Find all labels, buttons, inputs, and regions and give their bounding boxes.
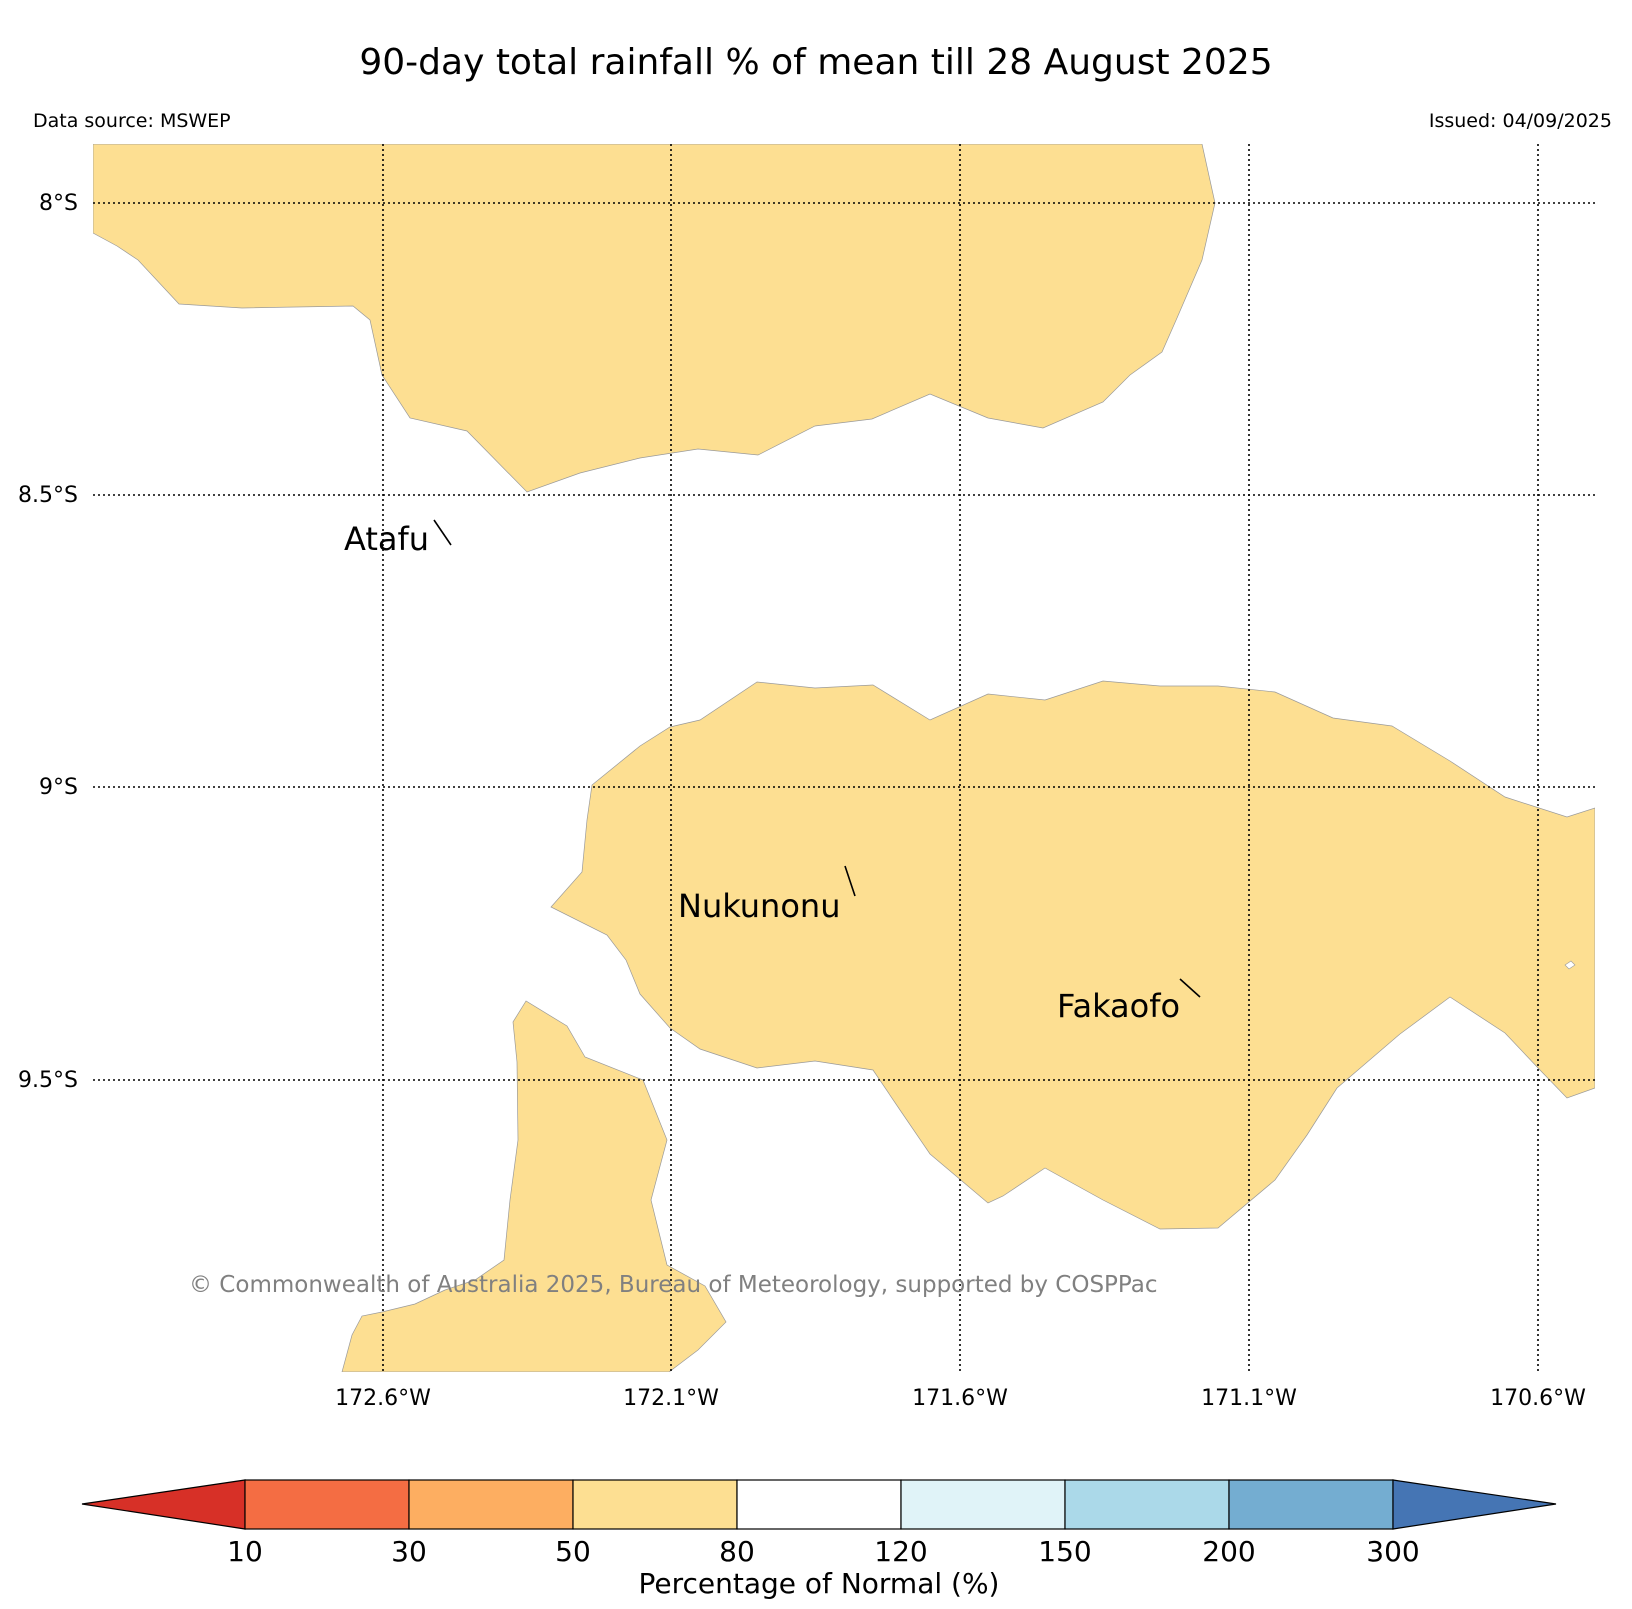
lon-label: 172.6°W: [335, 1386, 431, 1411]
fakaofo-marker: [1179, 978, 1201, 998]
place-label-fakaofo: Fakaofo: [1057, 987, 1180, 1025]
colorbar-tick: 50: [555, 1535, 591, 1568]
colorbar-bin: [1228, 1479, 1394, 1530]
colorbar-tick: 10: [227, 1535, 263, 1568]
nukunonu-marker: [844, 865, 856, 897]
lat-label: 9.5°S: [18, 1068, 78, 1093]
lat-label: 9°S: [39, 775, 78, 800]
colorbar-label: Percentage of Normal (%): [639, 1567, 1000, 1600]
island-markers: [433, 519, 1201, 998]
colorbar-extend-high: [1392, 1479, 1557, 1530]
lon-label: 172.1°W: [623, 1386, 719, 1411]
colorbar: [81, 1479, 1557, 1530]
colorbar-bin: [900, 1479, 1066, 1530]
lon-label: 171.6°W: [912, 1386, 1008, 1411]
place-label-nukunonu: Nukunonu: [678, 887, 840, 925]
data-source: Data source: MSWEP: [33, 110, 231, 132]
colorbar-bin: [572, 1479, 738, 1530]
rainfall-fill-layer: [93, 144, 1595, 1372]
rainfall-region-north: [93, 144, 1216, 493]
colorbar-tick: 150: [1038, 1535, 1091, 1568]
atafu-marker: [433, 519, 452, 546]
colorbar-tick: 120: [874, 1535, 927, 1568]
copyright-notice: © Commonwealth of Australia 2025, Bureau…: [189, 1272, 1158, 1298]
place-label-atafu: Atafu: [344, 520, 429, 558]
colorbar-tick: 200: [1202, 1535, 1255, 1568]
colorbar-bin: [244, 1479, 410, 1530]
map-title: 90-day total rainfall % of mean till 28 …: [359, 42, 1273, 83]
lat-label: 8°S: [39, 191, 78, 216]
lon-label: 170.6°W: [1490, 1386, 1586, 1411]
colorbar-bin: [408, 1479, 574, 1530]
lon-label: 171.1°W: [1201, 1386, 1297, 1411]
lat-label: 8.5°S: [18, 483, 78, 508]
colorbar-tick: 300: [1366, 1535, 1419, 1568]
colorbar-extend-low: [81, 1479, 246, 1530]
colorbar-bin: [736, 1479, 902, 1530]
colorbar-bin: [1064, 1479, 1230, 1530]
colorbar-tick: 30: [391, 1535, 427, 1568]
issued-date: Issued: 04/09/2025: [1428, 110, 1612, 132]
rainfall-region-central: [550, 680, 1595, 1230]
rainfall-region-south: [341, 1000, 727, 1372]
colorbar-tick: 80: [719, 1535, 755, 1568]
graticule: [93, 144, 1595, 1372]
rainfall-speck: [1564, 960, 1576, 970]
